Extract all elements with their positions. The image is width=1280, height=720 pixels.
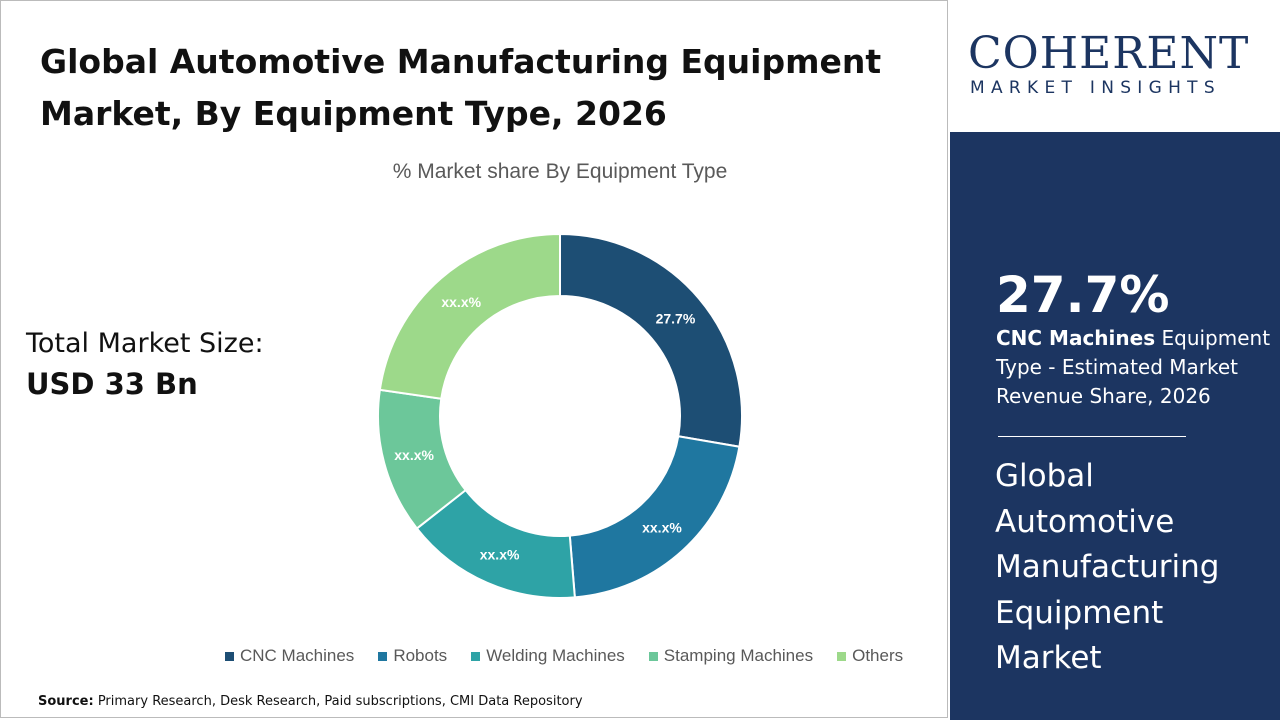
legend-swatch xyxy=(225,652,234,662)
legend-item: Stamping Machines xyxy=(648,646,814,666)
total-value: USD 33 Bn xyxy=(26,367,198,401)
data-label: xx.x% xyxy=(441,294,481,310)
legend-label: Stamping Machines xyxy=(663,646,814,665)
source-label: Source: xyxy=(38,694,94,709)
source-text: Primary Research, Desk Research, Paid su… xyxy=(93,694,583,709)
source: Source: Primary Research, Desk Research,… xyxy=(38,694,583,709)
total-market-size: Total Market Size: USD 33 Bn xyxy=(26,324,264,406)
highlight-description: CNC Machines Equipment Type - Estimated … xyxy=(996,324,1280,411)
highlight-value: 27.7% xyxy=(996,266,1170,324)
legend-swatch xyxy=(378,652,388,662)
legend-item: Robots xyxy=(378,646,447,666)
slice-robots xyxy=(568,435,741,599)
legend-label: CNC Machines xyxy=(240,646,355,665)
legend-item: Others xyxy=(837,646,903,666)
slice-others xyxy=(378,232,561,400)
legend: CNC Machines Robots Welding Machines Stampi… xyxy=(225,646,903,666)
legend-label: Robots xyxy=(393,646,448,665)
data-label: xx.x% xyxy=(642,519,682,535)
data-label: xx.x% xyxy=(480,546,520,562)
data-label: 27.7% xyxy=(656,311,696,327)
highlight-panel: 27.7% CNC Machines Equipment Type - Esti… xyxy=(950,132,1280,720)
legend-swatch xyxy=(837,652,847,662)
data-label: xx.x% xyxy=(394,447,434,463)
chart-frame xyxy=(0,0,948,718)
logo: COHERENT MARKET INSIGHTS xyxy=(950,0,1280,132)
slice-cnc-machines xyxy=(559,232,743,448)
page-title: Global Automotive Manufacturing Equipmen… xyxy=(40,42,882,133)
divider xyxy=(998,436,1186,437)
market-name: Global Automotive Manufacturing Equipmen… xyxy=(995,458,1220,676)
logo-name: COHERENT xyxy=(968,28,1250,79)
legend-swatch xyxy=(648,652,658,662)
legend-item: Welding Machines xyxy=(471,646,625,666)
legend-swatch xyxy=(471,652,481,662)
legend-label: Welding Machines xyxy=(486,646,625,665)
donut-chart: 27.7% xx.x% xx.x% xx.x% xx.x% xyxy=(377,232,743,599)
highlight-text: Equipment Type - Estimated Market Revenu… xyxy=(996,326,1271,408)
legend-label: Others xyxy=(852,646,904,665)
logo-tagline: MARKET INSIGHTS xyxy=(970,78,1221,98)
total-label: Total Market Size: xyxy=(26,328,264,359)
chart-title: % Market share By Equipment Type xyxy=(392,160,728,183)
highlight-segment: CNC Machines xyxy=(996,326,1156,350)
legend-item: CNC Machines xyxy=(225,646,354,666)
